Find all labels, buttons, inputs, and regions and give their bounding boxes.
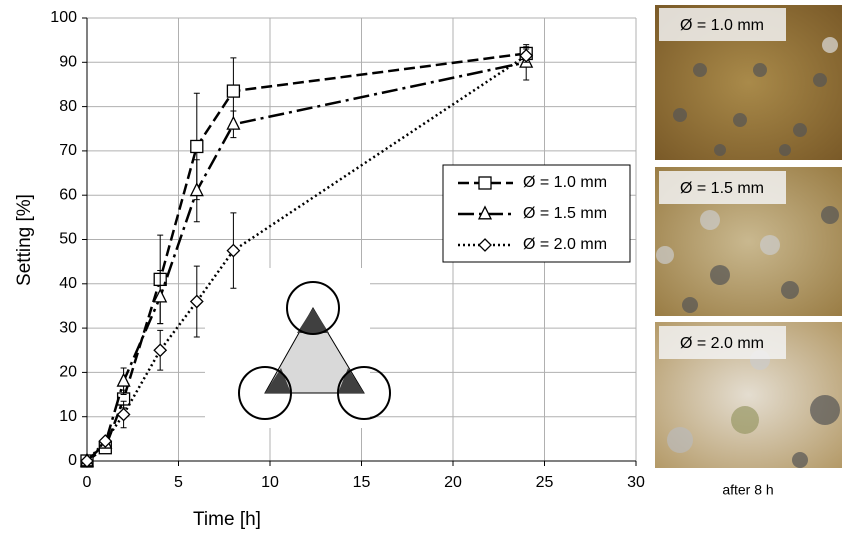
photo-label: Ø = 1.0 mm (680, 17, 764, 34)
photo-caption: after 8 h (722, 482, 773, 498)
y-tick-label: 50 (59, 231, 77, 248)
arrangement-diagram (205, 268, 391, 428)
marker (116, 372, 131, 387)
marker (189, 182, 204, 197)
marker (80, 454, 94, 468)
y-axis-title: Setting [%] (14, 194, 35, 286)
marker (98, 434, 113, 448)
y-tick-label: 80 (59, 98, 77, 115)
marker (478, 176, 492, 190)
photo-label: Ø = 2.0 mm (680, 335, 764, 352)
y-tick-label: 0 (68, 452, 77, 469)
y-tick-label: 10 (59, 408, 77, 425)
y-tick-label: 60 (59, 186, 77, 203)
marker (478, 238, 492, 252)
marker (477, 205, 493, 220)
marker (153, 343, 168, 358)
y-tick-label: 40 (59, 275, 77, 292)
x-axis-title: Time [h] (193, 509, 261, 530)
legend-label: Ø = 2.0 mm (523, 236, 607, 253)
y-tick-label: 70 (59, 142, 77, 159)
marker (226, 243, 241, 258)
marker (189, 294, 204, 309)
x-tick-label: 10 (261, 474, 279, 491)
x-tick-label: 5 (174, 474, 183, 491)
marker (190, 139, 204, 154)
y-tick-label: 30 (59, 319, 77, 336)
y-tick-label: 20 (59, 364, 77, 381)
photos (655, 5, 842, 468)
marker (153, 288, 168, 303)
marker (226, 115, 241, 130)
x-tick-label: 20 (444, 474, 462, 491)
x-tick-label: 30 (627, 474, 645, 491)
legend-label: Ø = 1.5 mm (523, 205, 607, 222)
x-tick-label: 25 (536, 474, 554, 491)
photo-label: Ø = 1.5 mm (680, 180, 764, 197)
marker (116, 407, 131, 422)
marker (226, 84, 241, 98)
y-tick-label: 90 (59, 54, 77, 71)
x-tick-label: 15 (353, 474, 371, 491)
marker (519, 48, 534, 63)
x-tick-label: 0 (83, 474, 92, 491)
legend-label: Ø = 1.0 mm (523, 174, 607, 191)
y-tick-label: 100 (50, 9, 77, 26)
